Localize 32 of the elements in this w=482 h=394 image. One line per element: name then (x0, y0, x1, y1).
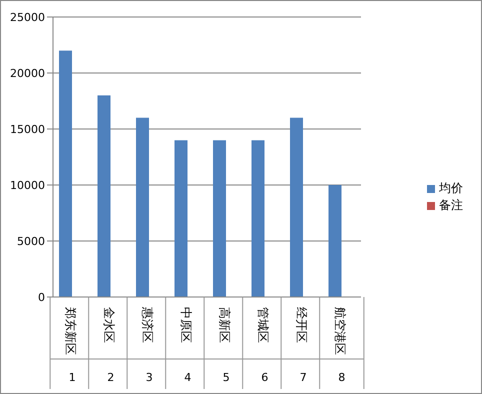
x-tick-label: 郑东新区 (63, 307, 78, 355)
bar (59, 50, 72, 297)
text: 7 (300, 371, 307, 384)
bar (290, 118, 303, 297)
y-tick-label: 0 (38, 290, 45, 304)
bar (136, 118, 149, 297)
bar (174, 140, 188, 297)
x-tick-label: 高新区 (217, 307, 232, 343)
legend-label: 备注 (439, 198, 463, 212)
y-tick-label: 20000 (10, 66, 45, 80)
bar (328, 185, 342, 297)
bar (252, 140, 264, 297)
y-tick-label: 15000 (10, 122, 45, 136)
x-tick-label: 管城区 (256, 307, 270, 343)
x-tick-label: 金水区 (102, 307, 116, 343)
x-tick-label: 经开区 (294, 307, 308, 343)
x-tick-label: 中原区 (178, 307, 193, 343)
x-tick-label: 惠济区 (140, 306, 154, 343)
bar (98, 95, 110, 297)
y-tick-label: 10000 (10, 178, 45, 192)
text: 2 (107, 371, 114, 384)
y-tick-label: 25000 (10, 10, 45, 24)
x-tick-label: 航空港区 (332, 307, 347, 355)
y-tick-label: 5000 (17, 234, 45, 248)
bar (213, 140, 226, 297)
text: 6 (261, 371, 268, 384)
text: 1 (68, 371, 76, 384)
text: 3 (146, 371, 153, 384)
text: 4 (184, 371, 192, 384)
legend-label: 均价 (439, 181, 463, 195)
text: 8 (338, 371, 346, 384)
text: 5 (222, 371, 230, 384)
